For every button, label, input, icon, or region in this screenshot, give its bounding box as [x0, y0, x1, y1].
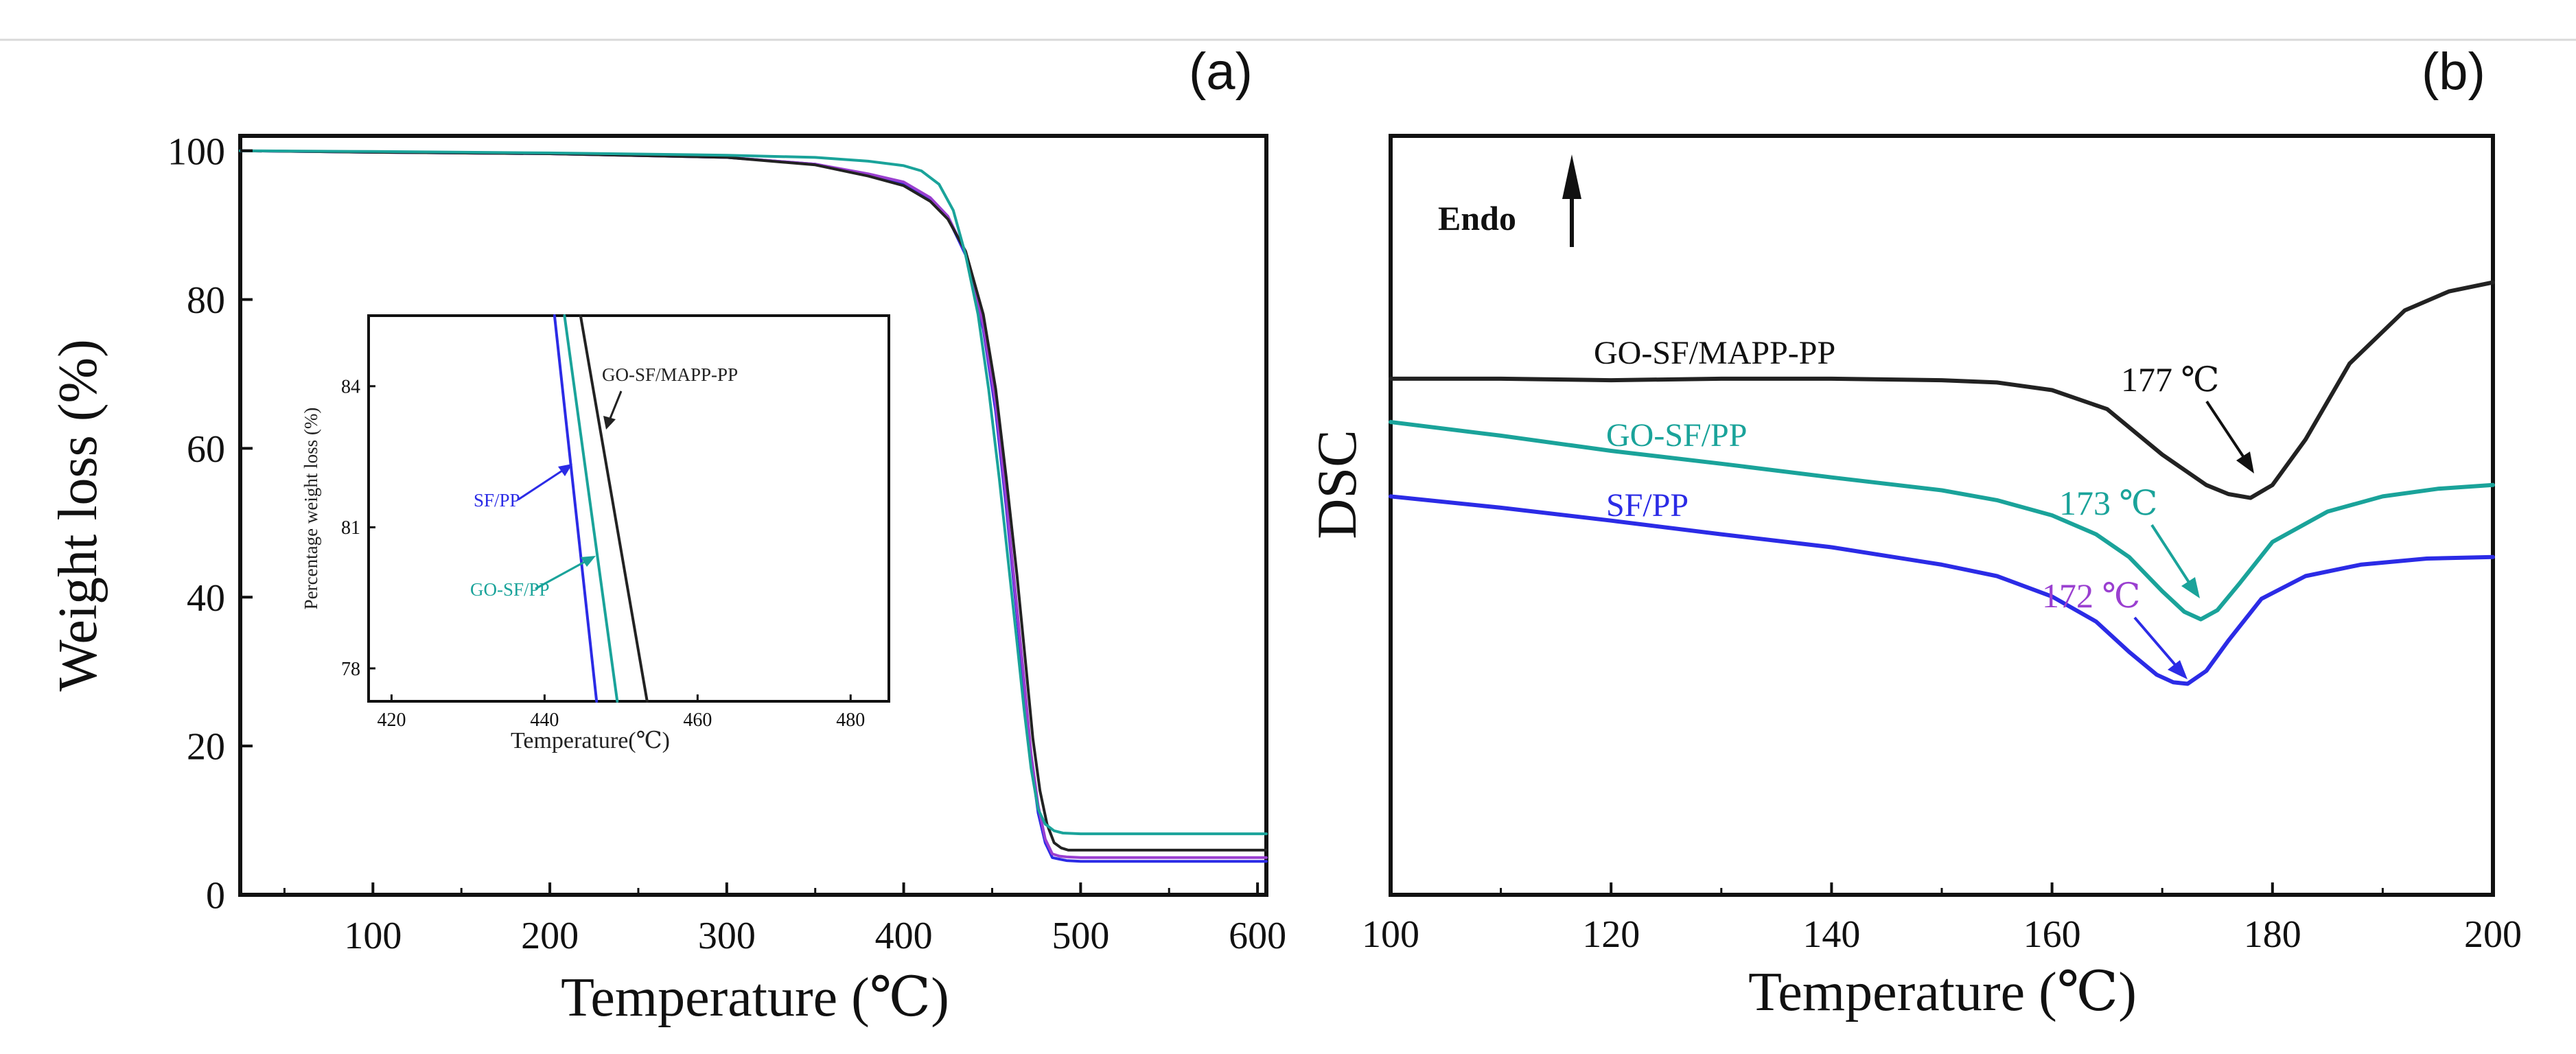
- tga-x-axis-label: Temperature (℃): [561, 968, 949, 1028]
- inset-arrow-mapp: [608, 390, 623, 421]
- panel-b-label: (b): [2422, 43, 2485, 101]
- tga-x-tick-label-500: 500: [1052, 915, 1109, 957]
- inset-label-go-sf-pp: GO-SF/PP: [470, 579, 550, 600]
- dsc-x-tick-label-160: 160: [2023, 913, 2081, 956]
- dsc-x-tick-label-200: 200: [2464, 913, 2522, 956]
- inset-arrow-sf: [518, 468, 565, 501]
- inset-arrowhead-mapp: [603, 416, 616, 430]
- inset-arrowhead-sf: [558, 464, 572, 476]
- peak-label-177: 177 ℃: [2121, 360, 2219, 399]
- inset-x-tick-label-480: 480: [836, 710, 865, 731]
- inset-x-axis-label: Temperature(℃): [511, 728, 670, 753]
- tga-x-tick-label-300: 300: [698, 915, 756, 957]
- dsc-x-axis-label: Temperature (℃): [1748, 962, 2137, 1022]
- inset-label-sf-pp: SF/PP: [474, 490, 520, 511]
- dsc-label-sf-pp: SF/PP: [1606, 487, 1689, 524]
- inset-y-tick-label-78: 78: [341, 659, 360, 680]
- inset-arrowhead-gosf: [581, 556, 596, 567]
- inset-series-go-sf-pp: [563, 314, 619, 703]
- tga-y-tick-label-60: 60: [187, 428, 225, 471]
- tga-y-axis-label: Weight loss (%): [48, 339, 108, 691]
- peak-label-173: 173 ℃: [2059, 484, 2157, 522]
- inset-arrow-gosf: [535, 559, 588, 590]
- inset-plot-frame: [367, 314, 890, 703]
- dsc-y-axis-label: DSC: [1306, 430, 1368, 539]
- dsc-label-go-sf-pp: GO-SF/PP: [1606, 417, 1747, 454]
- dsc-x-tick-label-180: 180: [2244, 913, 2301, 956]
- tga-series-go-sf-mapp-pp: [239, 149, 1268, 852]
- tga-series-sf-pp-purple: [239, 149, 1268, 859]
- endo-label: Endo: [1438, 199, 1516, 237]
- inset-series-go-sf-mapp-pp: [579, 314, 649, 703]
- tga-y-tick-label-20: 20: [187, 726, 225, 769]
- dsc-series-go-sf-mapp-pp: [1389, 280, 2495, 500]
- tga-y-tick-label-0: 0: [206, 875, 225, 917]
- inset-x-tick-label-460: 460: [683, 710, 712, 731]
- dsc-series-sf-pp: [1389, 494, 2495, 686]
- dsc-series-go-sf-pp: [1389, 420, 2495, 622]
- inset-y-tick-label-81: 81: [341, 517, 360, 539]
- tga-x-tick-label-100: 100: [344, 915, 402, 957]
- dsc-chart: 100 120 140 160 180 200 Endo GO-SF/MAPP-PP GO…: [1306, 134, 2522, 1022]
- tga-plot-frame: [238, 134, 1268, 897]
- dsc-x-tick-label-120: 120: [1582, 913, 1640, 956]
- dsc-label-go-sf-mapp-pp: GO-SF/MAPP-PP: [1594, 335, 1835, 371]
- tga-series-go-sf-pp: [239, 149, 1268, 836]
- inset-y-tick-label-84: 84: [341, 377, 360, 398]
- tga-chart: 100 200 300 400 500 600 0 20 40 60 80 100 420 440 460…: [48, 130, 1286, 1028]
- peak-arrow-177: [2205, 400, 2246, 460]
- tga-y-tick-label-80: 80: [187, 279, 225, 322]
- tga-y-tick-label-40: 40: [187, 577, 225, 620]
- tga-x-tick-label-400: 400: [875, 915, 933, 957]
- inset-y-axis-label: Percentage weight loss (%): [301, 408, 321, 610]
- panel-a-label: (a): [1189, 43, 1253, 101]
- tga-inset: 420 440 460 480 78 81 84 GO-SF/MAPP-PP SF/PP G…: [301, 314, 890, 753]
- tga-x-tick-label-200: 200: [521, 915, 579, 957]
- peak-arrowhead-177: [2236, 452, 2254, 473]
- peak-arrow-172: [2133, 616, 2177, 667]
- inset-x-tick-label-420: 420: [377, 710, 406, 731]
- peak-arrow-173: [2150, 524, 2191, 585]
- tga-series-sf-pp: [239, 149, 1268, 863]
- dsc-x-tick-label-100: 100: [1362, 913, 1419, 956]
- inset-series-sf-pp: [553, 314, 599, 703]
- peak-label-172: 172 ℃: [2042, 576, 2140, 615]
- dsc-x-tick-label-140: 140: [1802, 913, 1860, 956]
- peak-arrowhead-172: [2168, 660, 2188, 679]
- tga-x-tick-label-600: 600: [1229, 915, 1286, 957]
- inset-x-tick-label-440: 440: [530, 710, 559, 731]
- peak-arrowhead-173: [2181, 577, 2200, 598]
- inset-label-go-sf-mapp-pp: GO-SF/MAPP-PP: [602, 364, 738, 385]
- endo-arrow-icon: [1562, 154, 1581, 199]
- tga-y-tick-label-100: 100: [167, 130, 225, 173]
